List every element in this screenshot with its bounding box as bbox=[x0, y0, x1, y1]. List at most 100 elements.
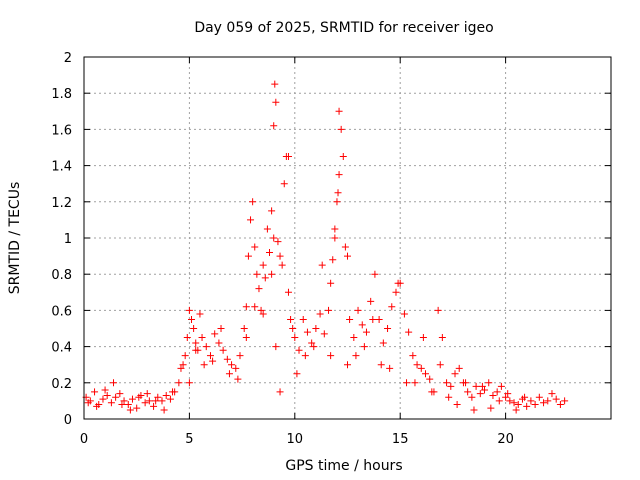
data-point bbox=[331, 234, 339, 242]
data-point bbox=[268, 207, 276, 215]
data-point bbox=[154, 393, 162, 401]
data-point bbox=[93, 402, 101, 410]
data-point bbox=[120, 397, 128, 405]
data-point bbox=[135, 393, 143, 401]
data-point bbox=[234, 375, 242, 383]
data-point bbox=[344, 252, 351, 260]
data-point bbox=[472, 382, 480, 390]
data-point bbox=[185, 379, 193, 387]
data-point bbox=[198, 334, 206, 342]
data-point bbox=[535, 393, 543, 401]
data-point bbox=[371, 270, 379, 278]
data-point bbox=[219, 346, 227, 354]
y-tick-label: 0.8 bbox=[51, 268, 72, 283]
data-point bbox=[124, 401, 132, 409]
data-point bbox=[206, 352, 214, 360]
data-point bbox=[253, 270, 261, 278]
data-point bbox=[261, 274, 269, 282]
data-point bbox=[299, 315, 307, 323]
data-point bbox=[350, 334, 358, 342]
data-point bbox=[101, 386, 109, 394]
x-tick-label: 15 bbox=[392, 432, 409, 447]
data-point bbox=[257, 306, 265, 314]
data-point bbox=[192, 339, 200, 347]
data-point bbox=[232, 364, 240, 372]
data-point bbox=[379, 339, 387, 347]
data-point bbox=[266, 248, 274, 256]
data-point bbox=[346, 315, 354, 323]
data-point bbox=[481, 386, 489, 394]
x-tick-label: 20 bbox=[497, 432, 514, 447]
data-point bbox=[179, 361, 187, 369]
y-tick-label: 0.6 bbox=[51, 304, 72, 319]
x-tick-label: 10 bbox=[287, 432, 304, 447]
data-point bbox=[236, 352, 244, 360]
data-point bbox=[360, 343, 368, 351]
data-point bbox=[141, 399, 149, 407]
data-point bbox=[240, 325, 248, 332]
data-point bbox=[308, 339, 316, 347]
data-point bbox=[354, 306, 362, 314]
data-point bbox=[339, 153, 347, 161]
y-tick-label: 2 bbox=[64, 51, 72, 66]
data-points bbox=[82, 80, 569, 414]
y-tick-label: 1.4 bbox=[51, 160, 72, 175]
data-point bbox=[333, 198, 341, 206]
y-axis-label: SRMTID / TECUs bbox=[7, 182, 23, 295]
data-point bbox=[468, 393, 476, 401]
data-point bbox=[242, 303, 250, 311]
data-point bbox=[192, 346, 200, 354]
data-point bbox=[211, 330, 219, 338]
data-point bbox=[272, 343, 280, 351]
data-point bbox=[512, 406, 520, 414]
data-point bbox=[145, 397, 153, 405]
data-point bbox=[200, 361, 208, 369]
data-point bbox=[476, 390, 484, 398]
data-point bbox=[409, 352, 417, 360]
data-point bbox=[177, 364, 185, 372]
data-point bbox=[386, 364, 394, 372]
data-point bbox=[341, 243, 349, 251]
data-point bbox=[521, 393, 529, 401]
data-point bbox=[247, 216, 255, 224]
data-point bbox=[362, 328, 370, 336]
data-point bbox=[411, 379, 419, 387]
data-point bbox=[244, 252, 252, 260]
data-point bbox=[464, 388, 472, 396]
data-point bbox=[487, 404, 495, 412]
data-point bbox=[426, 375, 434, 383]
data-point bbox=[126, 406, 134, 414]
x-tick-label: 5 bbox=[185, 432, 193, 447]
data-point bbox=[276, 252, 284, 260]
data-point bbox=[284, 288, 292, 296]
data-point bbox=[160, 406, 168, 414]
data-point bbox=[303, 328, 311, 336]
data-point bbox=[493, 388, 501, 396]
data-point bbox=[400, 310, 408, 318]
data-point bbox=[274, 238, 282, 246]
data-point bbox=[255, 285, 263, 293]
data-point bbox=[181, 352, 189, 360]
data-point bbox=[202, 343, 210, 351]
data-point bbox=[152, 397, 160, 405]
data-point bbox=[478, 382, 486, 390]
data-point bbox=[527, 397, 535, 405]
data-point bbox=[443, 379, 451, 387]
data-point bbox=[384, 325, 392, 332]
data-point bbox=[320, 330, 328, 338]
data-point bbox=[276, 388, 284, 396]
data-point bbox=[561, 397, 569, 405]
data-point bbox=[375, 315, 383, 323]
data-point bbox=[310, 343, 318, 351]
x-tick-label: 0 bbox=[80, 432, 88, 447]
data-point bbox=[447, 382, 455, 390]
data-point bbox=[270, 122, 278, 130]
data-point bbox=[331, 225, 339, 233]
data-point bbox=[242, 334, 250, 342]
data-point bbox=[128, 395, 136, 403]
data-point bbox=[506, 397, 514, 405]
data-point bbox=[403, 379, 411, 387]
grid bbox=[84, 57, 611, 419]
data-point bbox=[110, 379, 118, 387]
data-point bbox=[462, 379, 470, 387]
